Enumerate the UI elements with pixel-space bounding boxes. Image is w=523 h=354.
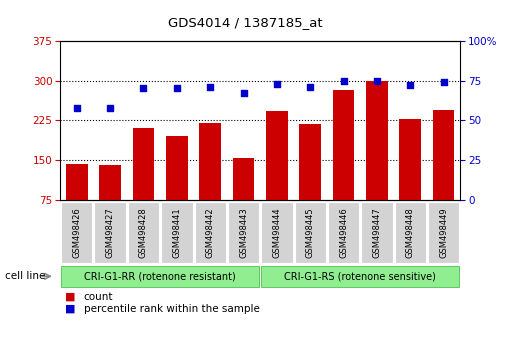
Text: GDS4014 / 1387185_at: GDS4014 / 1387185_at bbox=[168, 16, 323, 29]
Bar bbox=[199, 123, 221, 200]
Text: cell line: cell line bbox=[5, 271, 46, 281]
Point bbox=[173, 86, 181, 91]
Text: GSM498445: GSM498445 bbox=[306, 207, 315, 258]
Point bbox=[373, 78, 381, 83]
FancyBboxPatch shape bbox=[128, 202, 159, 263]
Text: GSM498441: GSM498441 bbox=[173, 207, 181, 258]
Text: GSM498442: GSM498442 bbox=[206, 207, 214, 258]
Text: percentile rank within the sample: percentile rank within the sample bbox=[84, 304, 259, 314]
Point bbox=[439, 79, 448, 85]
Bar bbox=[99, 166, 121, 200]
Text: GSM498446: GSM498446 bbox=[339, 207, 348, 258]
Bar bbox=[266, 111, 288, 200]
Text: GSM498449: GSM498449 bbox=[439, 207, 448, 258]
Text: ■: ■ bbox=[65, 304, 76, 314]
Bar bbox=[233, 158, 254, 200]
Point bbox=[339, 78, 348, 83]
Text: CRI-G1-RR (rotenone resistant): CRI-G1-RR (rotenone resistant) bbox=[84, 271, 236, 281]
Text: ■: ■ bbox=[65, 292, 76, 302]
Bar bbox=[333, 90, 355, 200]
Bar bbox=[133, 128, 154, 200]
Bar bbox=[299, 124, 321, 200]
FancyBboxPatch shape bbox=[95, 202, 126, 263]
Point bbox=[106, 105, 115, 110]
FancyBboxPatch shape bbox=[394, 202, 426, 263]
Point bbox=[406, 82, 414, 88]
FancyBboxPatch shape bbox=[328, 202, 359, 263]
Bar bbox=[366, 80, 388, 200]
Point bbox=[206, 84, 214, 90]
FancyBboxPatch shape bbox=[261, 202, 292, 263]
Text: count: count bbox=[84, 292, 113, 302]
Point bbox=[139, 86, 147, 91]
FancyBboxPatch shape bbox=[361, 202, 393, 263]
Text: GSM498426: GSM498426 bbox=[72, 207, 81, 258]
FancyBboxPatch shape bbox=[61, 202, 93, 263]
Bar bbox=[433, 110, 454, 200]
Text: GSM498444: GSM498444 bbox=[272, 207, 281, 258]
FancyBboxPatch shape bbox=[195, 202, 226, 263]
Text: GSM498443: GSM498443 bbox=[239, 207, 248, 258]
Text: GSM498428: GSM498428 bbox=[139, 207, 148, 258]
FancyBboxPatch shape bbox=[428, 202, 459, 263]
FancyBboxPatch shape bbox=[261, 266, 459, 287]
Bar bbox=[166, 136, 188, 200]
FancyBboxPatch shape bbox=[228, 202, 259, 263]
FancyBboxPatch shape bbox=[294, 202, 326, 263]
Text: GSM498447: GSM498447 bbox=[372, 207, 381, 258]
Text: CRI-G1-RS (rotenone sensitive): CRI-G1-RS (rotenone sensitive) bbox=[285, 271, 436, 281]
Point bbox=[306, 84, 314, 90]
Text: GSM498448: GSM498448 bbox=[406, 207, 415, 258]
FancyBboxPatch shape bbox=[161, 202, 192, 263]
Point bbox=[240, 90, 248, 96]
Bar bbox=[66, 164, 88, 200]
Point bbox=[272, 81, 281, 87]
Point bbox=[73, 105, 81, 110]
FancyBboxPatch shape bbox=[61, 266, 259, 287]
Bar bbox=[400, 119, 421, 200]
Text: GSM498427: GSM498427 bbox=[106, 207, 115, 258]
